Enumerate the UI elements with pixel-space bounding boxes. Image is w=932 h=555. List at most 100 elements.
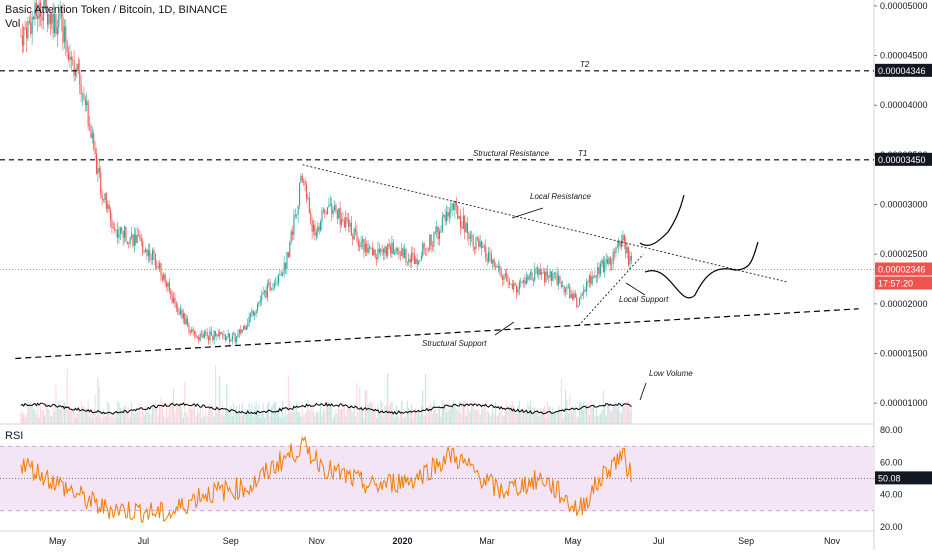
volume-bar — [479, 414, 481, 424]
volume-bar — [216, 411, 218, 424]
volume-bar — [623, 405, 625, 424]
candle-body — [69, 56, 71, 60]
volume-bar — [96, 416, 98, 424]
volume-bar — [147, 410, 149, 424]
candle-body — [532, 280, 534, 281]
volume-bar — [49, 415, 51, 424]
candle-body — [227, 333, 229, 338]
volume-bar — [122, 406, 124, 424]
candle-body — [367, 247, 369, 253]
local-support-line — [578, 253, 644, 326]
price-tick-label: 0.00004000 — [880, 100, 928, 110]
candle-body — [177, 307, 179, 313]
volume-bar — [385, 403, 387, 424]
candle-body — [343, 220, 345, 228]
volume-bar — [329, 407, 331, 424]
volume-bar — [587, 402, 589, 424]
candle-body — [454, 201, 456, 211]
candle-body — [562, 285, 564, 287]
candle-body — [418, 261, 420, 265]
candle-body — [397, 248, 399, 251]
candle-body — [384, 246, 386, 254]
candle-body — [21, 35, 23, 46]
candle-body — [369, 247, 371, 249]
volume-bar — [35, 413, 37, 424]
volume-bar — [257, 414, 259, 424]
volume-bar — [23, 413, 25, 424]
candle-body — [117, 229, 119, 238]
volume-bar — [55, 385, 57, 424]
candle-body — [75, 70, 77, 76]
volume-bar — [68, 406, 70, 424]
candle-body — [318, 226, 320, 231]
volume-bar — [362, 409, 364, 424]
volume-bar — [184, 382, 186, 424]
candle-body — [388, 244, 390, 247]
candlesticks — [20, 0, 632, 346]
candle-body — [140, 239, 142, 242]
candle-body — [353, 229, 355, 240]
volume-bar — [566, 400, 568, 424]
candle-body — [90, 125, 92, 138]
candle-body — [154, 253, 156, 266]
volume-bar — [178, 405, 180, 424]
rsi-label[interactable]: RSI — [5, 430, 24, 442]
candle-body — [147, 250, 149, 256]
volume-bar — [352, 411, 354, 424]
candle-body — [139, 235, 141, 240]
volume-bar — [327, 407, 329, 424]
candle-body — [310, 212, 312, 221]
candle-body — [490, 254, 492, 264]
candle-body — [507, 281, 509, 282]
candle-body — [506, 273, 508, 282]
volume-bar — [602, 390, 604, 424]
candle-body — [469, 236, 471, 239]
candle-body — [250, 313, 252, 317]
volume-bar — [426, 415, 428, 424]
symbol-title[interactable]: Basic Attention Token / Bitcoin, 1D, BIN… — [5, 4, 228, 16]
volume-bar — [412, 417, 414, 424]
volume-bar — [303, 414, 305, 424]
candle-body — [398, 250, 400, 255]
candle-body — [615, 247, 617, 253]
rsi-value-badge-bg — [875, 471, 932, 485]
volume-bar — [279, 416, 281, 424]
candle-body — [586, 281, 588, 292]
candle-body — [251, 310, 253, 314]
volume-bar — [483, 403, 485, 424]
volume-bar — [255, 401, 257, 424]
volume-bar — [82, 406, 84, 424]
candle-body — [488, 252, 490, 262]
volume-bar — [453, 400, 455, 424]
candle-body — [413, 255, 415, 264]
candle-body — [478, 238, 480, 247]
volume-bar — [317, 412, 319, 424]
volume-bar — [63, 402, 65, 424]
candle-body — [145, 249, 147, 252]
volume-bar — [476, 410, 478, 424]
candle-body — [98, 168, 100, 173]
candle-body — [453, 203, 455, 211]
candle-body — [534, 268, 536, 281]
candle-body — [244, 325, 246, 330]
candle-body — [625, 242, 627, 254]
pointer-structural-support — [494, 321, 515, 336]
volume-bar — [27, 400, 29, 424]
candle-body — [524, 280, 526, 285]
volume-bar — [383, 415, 385, 424]
candle-body — [65, 26, 67, 43]
volume-bar — [472, 400, 474, 424]
candle-body — [286, 252, 288, 269]
volume-label[interactable]: Vol — [5, 18, 21, 30]
candle-body — [614, 251, 616, 253]
candle-body — [544, 271, 546, 283]
candle-body — [404, 249, 406, 258]
candle-body — [170, 290, 172, 295]
price-tick-label: 0.00002000 — [880, 299, 928, 309]
volume-bar — [584, 407, 586, 424]
pointer-local-support — [625, 282, 646, 296]
candle-body — [482, 246, 484, 248]
volume-bar — [124, 406, 126, 424]
volume-bar — [335, 408, 337, 424]
